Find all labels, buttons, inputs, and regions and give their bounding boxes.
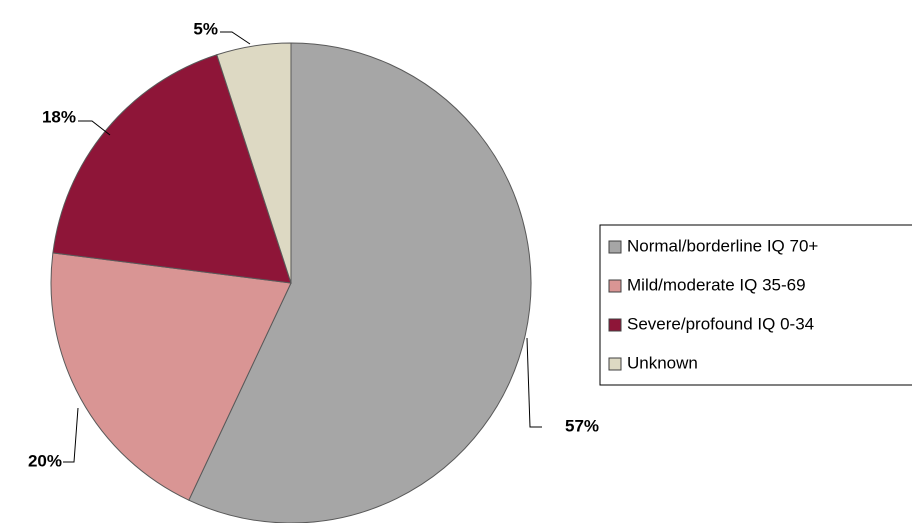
legend-swatch	[608, 318, 622, 332]
legend-label: Mild/moderate IQ 35-69	[627, 275, 806, 294]
legend-box	[599, 224, 912, 386]
data-label: 20%	[28, 451, 62, 470]
data-label: 57%	[565, 416, 599, 435]
pie-slice	[50, 252, 292, 501]
leader-line	[526, 337, 542, 428]
legend-swatch	[608, 357, 622, 371]
leader-line	[63, 407, 79, 463]
leader-line	[78, 120, 111, 136]
legend-label: Unknown	[627, 353, 698, 372]
data-label: 18%	[42, 107, 76, 126]
pie-slice	[52, 54, 292, 284]
legend-label: Normal/borderline IQ 70+	[627, 236, 818, 255]
pie-slice	[216, 42, 292, 284]
legend-swatch	[608, 279, 622, 293]
legend-swatch	[608, 240, 622, 254]
leader-line	[220, 31, 251, 45]
data-label: 5%	[193, 19, 218, 38]
pie-slice	[188, 42, 532, 524]
legend-label: Severe/profound IQ 0-34	[627, 314, 814, 333]
